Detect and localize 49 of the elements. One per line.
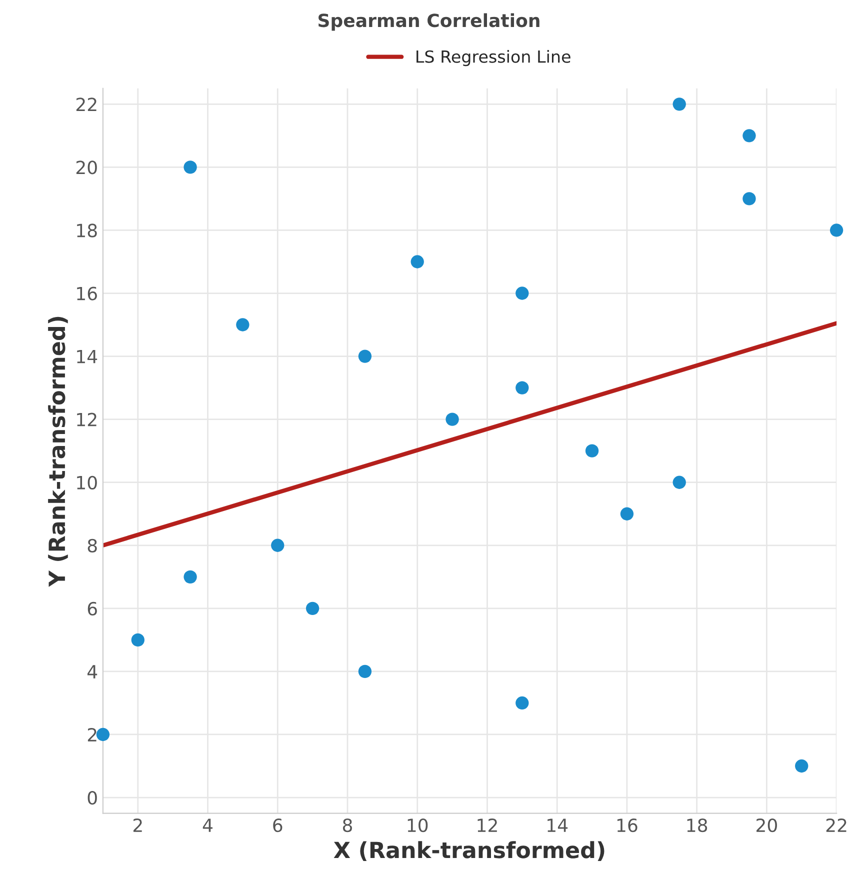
point <box>271 538 284 552</box>
point <box>795 759 808 773</box>
x-axis-title: X (Rank-transformed) <box>334 841 604 861</box>
point <box>742 192 756 206</box>
point <box>236 318 250 332</box>
y-axis-title: Y (Rank-transformed) <box>48 316 68 587</box>
x-tick-label: 20 <box>756 818 777 832</box>
point <box>184 160 197 174</box>
point <box>446 412 459 426</box>
x-tick-label: 14 <box>548 818 568 832</box>
x-tick-label: 8 <box>342 818 352 832</box>
y-tick-label: 10 <box>77 476 97 490</box>
x-tick-label: 10 <box>408 818 428 832</box>
point <box>672 476 686 489</box>
point <box>516 381 529 394</box>
point <box>516 696 529 710</box>
x-tick-label: 22 <box>826 818 846 832</box>
y-tick-label: 20 <box>76 160 97 174</box>
point <box>830 224 844 237</box>
point <box>620 507 634 520</box>
point <box>96 728 110 742</box>
x-tick-label: 12 <box>478 818 497 832</box>
y-tick-label: 4 <box>87 665 98 678</box>
point <box>585 444 599 458</box>
y-tick-label: 12 <box>77 412 96 426</box>
point <box>306 602 320 616</box>
point <box>410 255 424 268</box>
x-tick-label: 6 <box>273 818 282 832</box>
x-tick-label: 16 <box>617 818 638 832</box>
chart-title: Spearman Correlation <box>318 13 540 31</box>
point <box>358 664 372 678</box>
y-tick-label: 0 <box>88 790 97 805</box>
y-tick-label: 14 <box>77 350 98 364</box>
x-tick-label: 18 <box>687 818 708 832</box>
point <box>358 350 372 363</box>
y-tick-label: 6 <box>88 602 97 616</box>
x-tick-label: 4 <box>202 818 212 832</box>
y-tick-label: 8 <box>88 538 97 553</box>
x-tick-label: 2 <box>133 818 142 832</box>
legend-label: LS Regression Line <box>416 50 570 66</box>
y-tick-label: 2 <box>88 728 96 742</box>
point <box>742 129 756 142</box>
point <box>516 286 529 300</box>
point <box>672 98 686 111</box>
point <box>131 633 144 647</box>
y-tick-label: 22 <box>76 98 96 112</box>
y-tick-label: 16 <box>77 286 97 300</box>
point <box>184 570 197 584</box>
y-tick-label: 18 <box>77 224 97 238</box>
